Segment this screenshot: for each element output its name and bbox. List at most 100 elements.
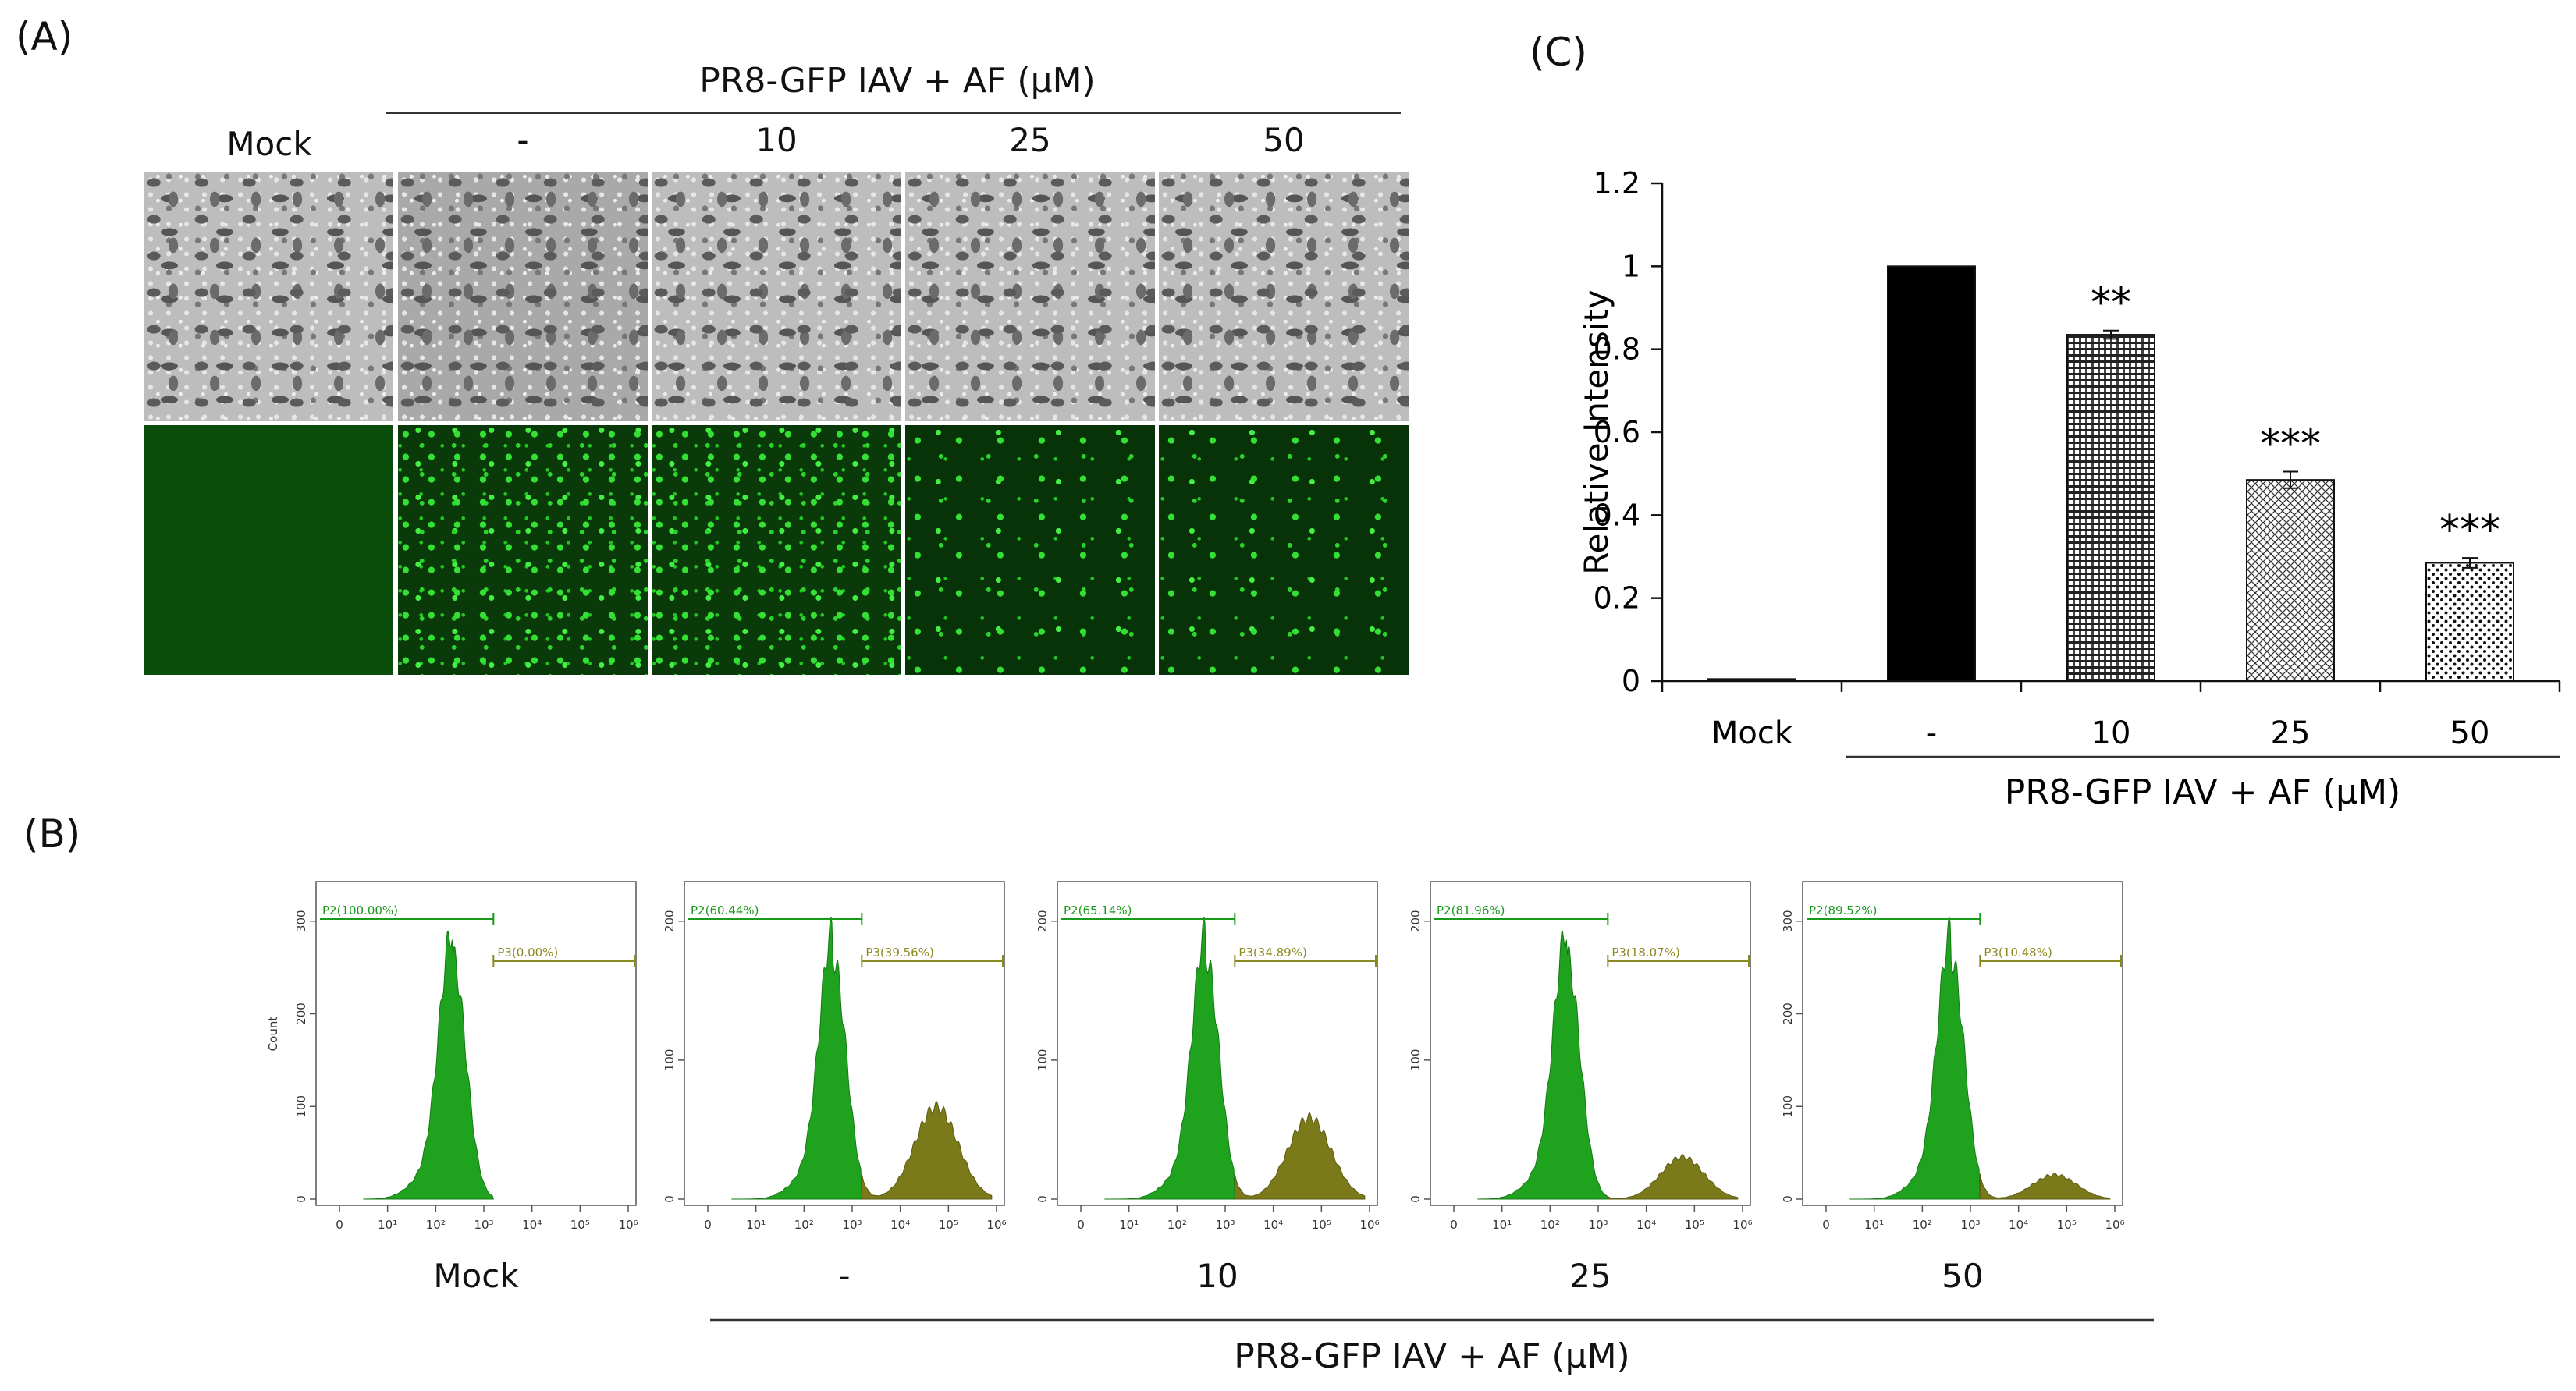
x-tick-label: 0 [1822,1218,1830,1232]
y-axis-label: Relative Intensity [1577,289,1615,575]
x-tick-label: 10⁶ [2105,1218,2124,1232]
histogram-label: 25 [1569,1257,1611,1295]
x-tick-label: 0 [1450,1218,1458,1232]
y-tick-label: 1.2 [1594,166,1640,200]
brightfield-image-50 [1159,172,1409,421]
x-tick-label: 10⁶ [1732,1218,1752,1232]
x-tick-label: 10¹ [746,1218,766,1232]
histogram-p2-peak [1104,916,1235,1200]
y-tick-label: 0.6 [1594,415,1640,449]
x-tick-label: 10⁵ [1312,1218,1331,1232]
x-tick-label: 10² [426,1218,446,1232]
histogram-p2-peak [363,930,495,1200]
y-tick-label: 0.8 [1594,332,1640,367]
y-tick-label: 0 [1781,1195,1795,1203]
p3-gate-label: P3(10.48%) [1984,946,2052,960]
x-tick-label: 10² [794,1218,814,1232]
significance-label: *** [2439,507,2500,554]
x-tick-label: 10¹ [1864,1218,1884,1232]
p2-gate-label: P2(65.14%) [1064,903,1132,917]
x-tick-label: 10¹ [378,1218,397,1232]
x-tick-label: 10⁵ [570,1218,590,1232]
x-tick-label: 10⁶ [986,1218,1006,1232]
y-tick-label: 100 [294,1095,308,1118]
panel-a-letter: (A) [16,14,73,59]
x-tick-label: 10⁶ [618,1218,638,1232]
y-tick-label: 300 [294,910,308,932]
histogram-1: 0 100 200 0 10¹ 10² 10³ 10⁴ 10⁵ 10⁶ P2(60.44%) P3(3… [663,881,1007,1295]
y-tick-label: 100 [1036,1049,1050,1072]
plot-frame [315,881,637,1206]
y-tick-label: 0.4 [1594,498,1640,532]
histogram-0: 0 100 200 300 Count 0 10¹ 10² 10³ 10⁴ 10⁵ 10⁶ P2(100… [266,881,638,1295]
y-tick-label: 100 [1781,1095,1795,1118]
x-tick-label: 10⁵ [2057,1218,2077,1232]
y-tick-label: 100 [663,1049,677,1072]
x-tick-label: 10⁵ [939,1218,958,1232]
x-tick-label: 10¹ [1119,1218,1139,1232]
histogram-p2-peak [731,916,862,1200]
x-tick-label: Mock [1711,715,1793,751]
panel-a-col-25: 25 [1009,121,1051,159]
brightfield-image-untreated [398,172,648,421]
p2-gate-label: P2(60.44%) [691,903,759,917]
y-tick-label: 200 [663,910,677,932]
significance-label: *** [2260,421,2321,468]
histogram-label: 50 [1942,1257,1983,1295]
x-tick-label: 10⁶ [1359,1218,1379,1232]
x-tick-label: 10³ [474,1218,493,1232]
histogram-2: 0 100 200 0 10¹ 10² 10³ 10⁴ 10⁵ 10⁶ P2(65.14%) P3(3… [1036,881,1380,1295]
x-tick-label: - [1926,715,1937,751]
y-tick-label: 1 [1622,249,1640,283]
y-tick-label: 0.2 [1594,581,1640,616]
x-tick-label: 0 [704,1218,712,1232]
fluorescence-image-untreated [398,425,648,675]
y-tick-label: 200 [1781,1002,1795,1025]
bar-25 [2246,479,2335,682]
histogram-p3-peak [861,1101,993,1200]
y-tick-label: 0 [1036,1195,1050,1203]
fluorescence-image-mock [144,425,393,675]
significance-label: ** [2091,280,2131,327]
x-tick-label: 10⁴ [522,1218,542,1232]
y-tick-label: 0 [663,1195,677,1203]
histogram-p2-peak [1849,916,1981,1200]
fluorescence-image-25 [905,425,1155,675]
x-tick-label: 25 [2271,715,2311,751]
y-axis-label: Count [266,1017,280,1052]
x-tick-label: 10⁵ [1685,1218,1704,1232]
histogram-label: 10 [1196,1257,1238,1295]
p2-gate-label: P2(81.96%) [1437,903,1505,917]
p3-gate-label: P3(0.00%) [497,946,558,960]
plot-frame [1057,881,1378,1206]
bar-10 [2066,334,2155,682]
bar-50 [2425,562,2514,682]
p3-gate-label: P3(34.89%) [1238,946,1307,960]
brightfield-image-25 [905,172,1155,421]
plot-frame [1802,881,2123,1206]
y-tick-label: 0 [1622,664,1640,698]
panel-c-letter: (C) [1530,30,1587,75]
panel-a-col-50: 50 [1263,121,1305,159]
x-tick-label: 10² [1540,1218,1560,1232]
x-tick-label: 10⁴ [890,1218,910,1232]
histogram-p3-peak [1979,1173,2111,1200]
x-tick-label: 0 [336,1218,343,1232]
histogram-4: 0 100 200 300 0 10¹ 10² 10³ 10⁴ 10⁵ 10⁶ P2(89.52%) P… [1781,881,2125,1295]
plot-frame [1430,881,1751,1206]
bar-untreated [1887,265,1976,683]
x-tick-label: 50 [2450,715,2490,751]
fluorescence-image-50 [1159,425,1409,675]
y-tick-label: 200 [1036,910,1050,932]
bar-mock [1707,678,1796,683]
x-tick-label: 10⁴ [1263,1218,1283,1232]
y-tick-label: 100 [1409,1049,1423,1072]
brightfield-image-mock [144,172,393,421]
group-label: PR8-GFP IAV + AF (μM) [2005,772,2400,812]
panel-a-group-line [386,112,1401,114]
p2-gate-label: P2(89.52%) [1809,903,1878,917]
x-tick-label: 10³ [842,1218,862,1232]
panel-a-col-untreated: - [517,121,529,159]
x-tick-label: 10³ [1215,1218,1235,1232]
